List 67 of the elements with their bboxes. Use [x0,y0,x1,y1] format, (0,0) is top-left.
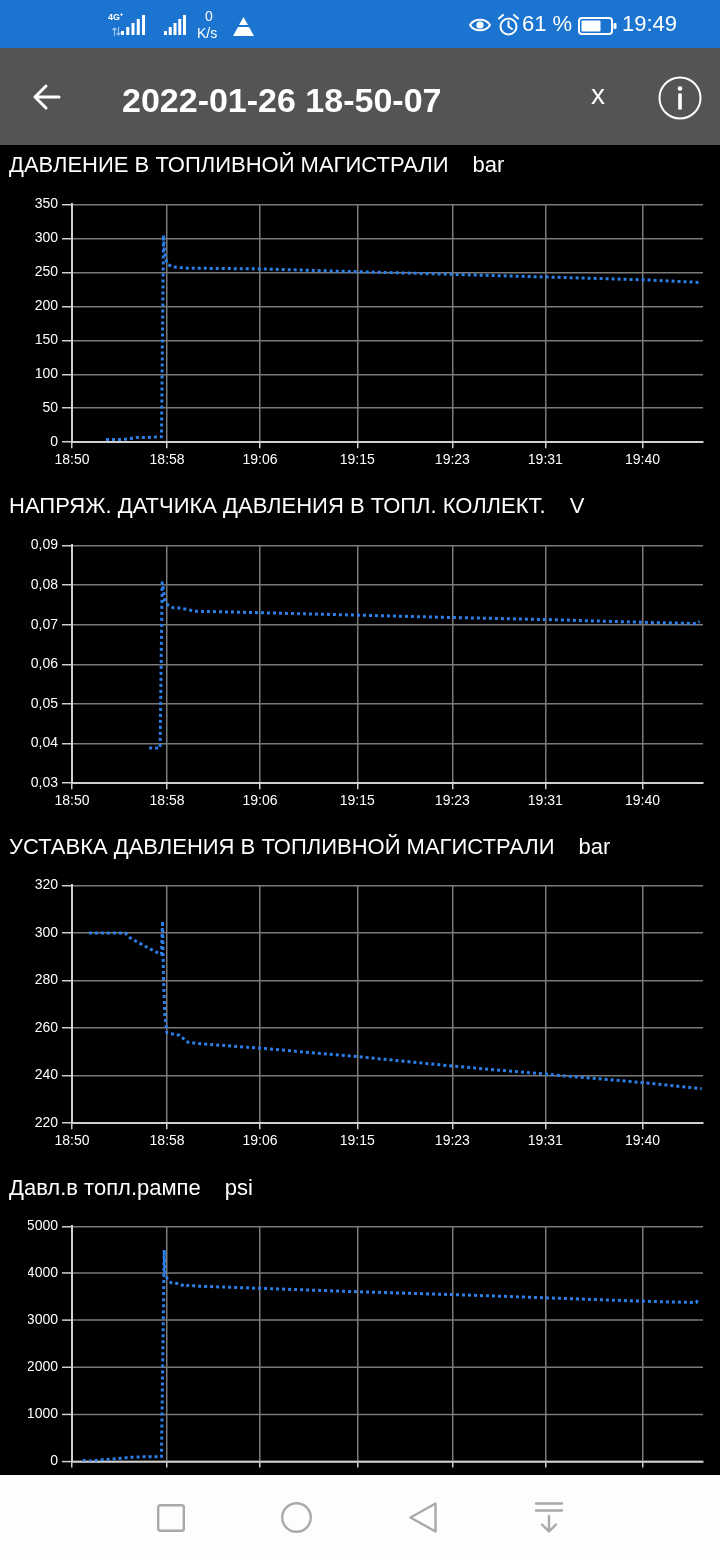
line-series [87,919,703,1091]
y-tick-label: 100 [34,365,59,382]
y-tick-label: 0,07 [30,615,59,632]
x-tick-label: 19:31 [527,792,564,809]
x-tick-label: 19:23 [434,792,471,809]
y-tick-label: 300 [34,924,59,941]
y-tick-label: 220 [34,1114,59,1131]
y-tick-label: 260 [34,1019,59,1036]
x-tick-label: 19:23 [434,1132,471,1149]
y-tick-label: 5000 [26,1217,59,1234]
y-tick-label: 0,04 [30,734,59,751]
chart-title: Давл.в топл.рампе [9,1174,201,1200]
line-series [104,233,703,441]
y-axis-title: bar [578,833,611,859]
y-tick-label: 350 [34,195,59,212]
y-tick-label: 150 [34,331,59,348]
x-tick-label: 19:40 [625,792,661,809]
y-tick-label: 250 [34,263,59,280]
y-tick-label: 0,06 [30,654,59,671]
text: 2022-01-26 18-50-07 [122,81,442,119]
y-tick-label: 300 [34,229,59,246]
y-tick-label: 240 [34,1066,59,1083]
y-tick-label: 4000 [26,1264,59,1281]
text: 0 [205,8,213,25]
x-tick-label: 19:06 [242,792,278,809]
y-tick-label: 0,03 [30,773,59,790]
x-tick-label: 19:06 [242,451,278,468]
x-tick-label: 18:58 [149,1132,185,1149]
y-tick-label: 280 [34,971,59,988]
x-tick-label: 19:40 [625,1132,661,1149]
y-tick-label: 50 [42,399,59,416]
y-tick-label: 1000 [26,1405,59,1422]
x-tick-label: 19:15 [339,792,375,809]
x-tick-label: 18:50 [54,792,90,809]
text: K/s [197,25,218,42]
chart-title: УСТАВКА ДАВЛЕНИЯ В ТОПЛИВНОЙ МАГИСТРАЛИ [9,833,555,859]
y-tick-label: 0,08 [30,575,59,592]
x-tick-label: 18:50 [54,451,90,468]
x-tick-label: 19:15 [339,1132,375,1149]
y-tick-label: 2000 [26,1358,59,1375]
y-tick-label: 320 [34,876,59,893]
text: 19:49 [622,11,678,37]
y-tick-label: 200 [34,297,59,314]
x-tick-label: 19:15 [339,451,375,468]
y-axis-title: psi [224,1174,253,1200]
x-tick-label: 19:23 [434,451,471,468]
line-series [81,1248,700,1462]
text: 61 % [522,11,573,37]
y-tick-label: 0 [50,433,59,450]
x-tick-label: 18:58 [149,451,185,468]
chart-title: НАПРЯЖ. ДАТЧИКА ДАВЛЕНИЯ В ТОПЛ. КОЛЛЕКТ. [9,493,546,519]
y-axis-title: V [569,493,585,519]
x-tick-label: 19:06 [242,1132,278,1149]
y-tick-label: 0,05 [30,694,59,711]
y-tick-label: 3000 [26,1311,59,1328]
chart-title: ДАВЛЕНИЕ В ТОПЛИВНОЙ МАГИСТРАЛИ [9,152,449,178]
y-tick-label: 0,09 [30,535,59,552]
x-tick-label: 19:31 [527,1132,564,1149]
text: 4G⁺ [108,11,124,22]
x-tick-label: 19:40 [625,451,661,468]
x-tick-label: 18:58 [149,792,185,809]
x-tick-label: 19:31 [527,451,564,468]
y-tick-label: 0 [50,1452,59,1469]
line-series [147,580,702,750]
x-tick-label: 18:50 [54,1132,90,1149]
y-axis-title: bar [472,152,505,178]
text: x [591,78,605,110]
